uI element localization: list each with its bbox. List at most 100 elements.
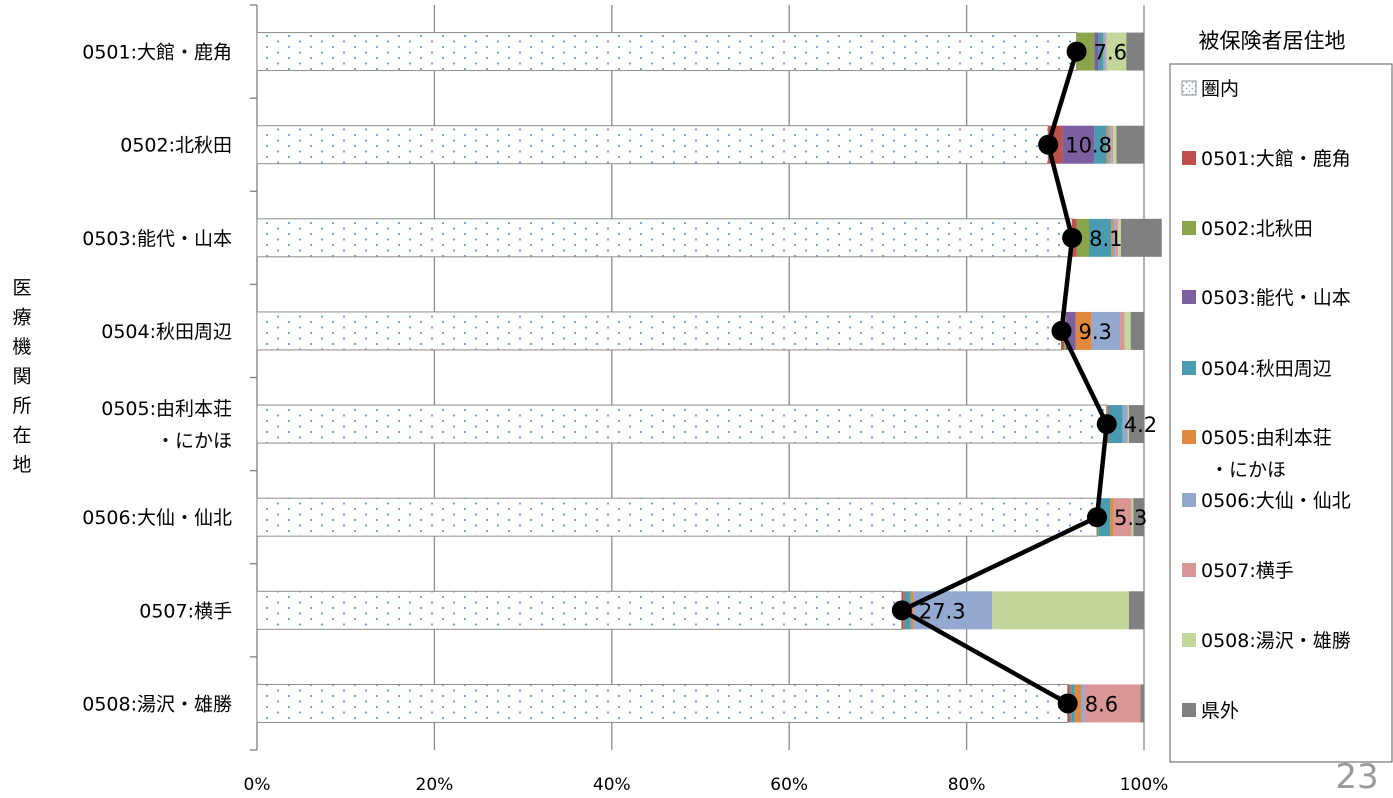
bar-segment [1128, 405, 1129, 444]
bar-segment [1140, 684, 1144, 723]
bar-segment [1131, 498, 1134, 537]
data-labels: 7.6 10.8 8.1 9.3 4.2 5.3 27.3 8.6 [919, 41, 1157, 717]
bar-segment [1120, 218, 1162, 257]
bar-segment [1076, 218, 1090, 257]
bar-segment [1130, 311, 1144, 350]
bar-segment [1112, 125, 1117, 164]
outflow-marker [1057, 693, 1078, 714]
data-label: 4.2 [1124, 413, 1157, 437]
outflow-marker [1086, 507, 1107, 528]
bar-segment [1091, 311, 1121, 350]
category-label: 0504:秋田周辺 [101, 321, 232, 343]
category-label: 0506:大仙・仙北 [82, 507, 232, 529]
legend-swatch [1182, 703, 1196, 717]
bar-segment [1105, 32, 1107, 71]
bar-segment [256, 404, 1108, 444]
bars [256, 32, 1162, 723]
bar-segment [1062, 125, 1095, 164]
legend: 被保険者居住地 圏内 0501:大館・鹿角 0502:北秋田 0503:能代・山本 05… [1169, 29, 1393, 763]
bar-segment [1126, 32, 1144, 71]
legend-label: 0501:大館・鹿角 [1201, 148, 1351, 170]
bar-segment [1098, 32, 1104, 71]
bar-segment [256, 32, 1078, 72]
outflow-marker [1051, 320, 1072, 341]
bar-segment [1075, 311, 1092, 350]
bar-segment [256, 590, 903, 630]
gridlines [433, 5, 1145, 750]
bar-segment [1120, 311, 1125, 350]
bar-segment [1118, 218, 1121, 257]
x-tick-label: 80% [948, 775, 986, 795]
legend-swatch [1182, 151, 1196, 165]
bar-segment [1115, 218, 1119, 257]
legend-swatch [1182, 493, 1196, 507]
legend-swatch [1182, 430, 1196, 444]
x-axis: 0% 20% 40% 60% 80% 100% [244, 775, 1169, 795]
legend-swatch [1182, 290, 1196, 304]
legend-label: 0504:秋田周辺 [1201, 358, 1332, 380]
legend-label: 0508:湯沢・雄勝 [1201, 630, 1351, 652]
outflow-marker [1066, 41, 1087, 62]
outflow-marker [1062, 227, 1083, 248]
legend-title: 被保険者居住地 [1199, 29, 1346, 53]
x-tick-label: 20% [416, 775, 454, 795]
outflow-marker [1038, 134, 1059, 155]
y-axis-title: 医療機関所在地 [12, 277, 31, 476]
category-label: 0503:能代・山本 [82, 228, 232, 250]
legend-label: 県外 [1201, 700, 1239, 722]
legend-swatch [1182, 633, 1196, 647]
x-tick-label: 40% [593, 775, 631, 795]
bar-segment [256, 497, 1098, 537]
outflow-line-group [891, 41, 1117, 714]
category-label: 0507:横手 [139, 600, 232, 622]
bar-segment [1133, 498, 1144, 537]
data-label: 10.8 [1065, 134, 1112, 158]
bar-segment [256, 683, 1069, 723]
category-label: 0502:北秋田 [120, 135, 232, 157]
bar-segment [1111, 125, 1113, 164]
bar-segment [256, 218, 1073, 258]
category-label: 0505:由利本荘 [101, 398, 232, 420]
category-label: 0508:湯沢・雄勝 [82, 693, 232, 715]
x-tick-label: 100% [1120, 775, 1169, 795]
legend-label: 0503:能代・山本 [1201, 287, 1351, 309]
bar-segment [256, 125, 1049, 165]
legend-label: 0506:大仙・仙北 [1201, 490, 1351, 512]
data-label: 27.3 [919, 599, 966, 623]
bar-segment [1111, 218, 1113, 257]
bar-segment [1084, 684, 1141, 723]
bar-segment [992, 591, 1129, 630]
bar-segment [1094, 32, 1099, 71]
x-tick-label: 0% [244, 775, 271, 795]
bar-segment [1094, 125, 1107, 164]
category-label: 0501:大館・鹿角 [82, 42, 232, 64]
x-tick-label: 60% [770, 775, 808, 795]
page-number: 23 [1335, 757, 1378, 797]
bar-segment [1104, 32, 1106, 71]
outflow-marker [1096, 414, 1117, 435]
bar-segment [1106, 32, 1127, 71]
legend-swatch [1181, 80, 1197, 96]
bar-segment [1124, 311, 1131, 350]
legend-swatch [1182, 221, 1196, 235]
data-label: 8.6 [1085, 692, 1118, 716]
data-label: 9.3 [1079, 320, 1112, 344]
legend-label: 0505:由利本荘 [1201, 427, 1332, 449]
legend-swatch [1182, 361, 1196, 375]
bar-segment [1128, 405, 1144, 444]
legend-label: ・にかほ [1210, 459, 1286, 481]
bar-segment [256, 311, 1063, 351]
data-label: 5.3 [1114, 506, 1147, 530]
bar-segment [1122, 405, 1128, 444]
legend-label: 0507:横手 [1201, 560, 1294, 582]
bar-segment [1108, 125, 1112, 164]
bar-segment [910, 591, 914, 630]
data-label: 7.6 [1094, 41, 1127, 65]
bar-segment [1112, 218, 1116, 257]
bar-segment [1113, 498, 1132, 537]
bar-segment [1128, 591, 1144, 630]
category-label: ・にかほ [156, 430, 232, 452]
bar-segment [1106, 125, 1109, 164]
legend-label: 0502:北秋田 [1201, 218, 1313, 240]
